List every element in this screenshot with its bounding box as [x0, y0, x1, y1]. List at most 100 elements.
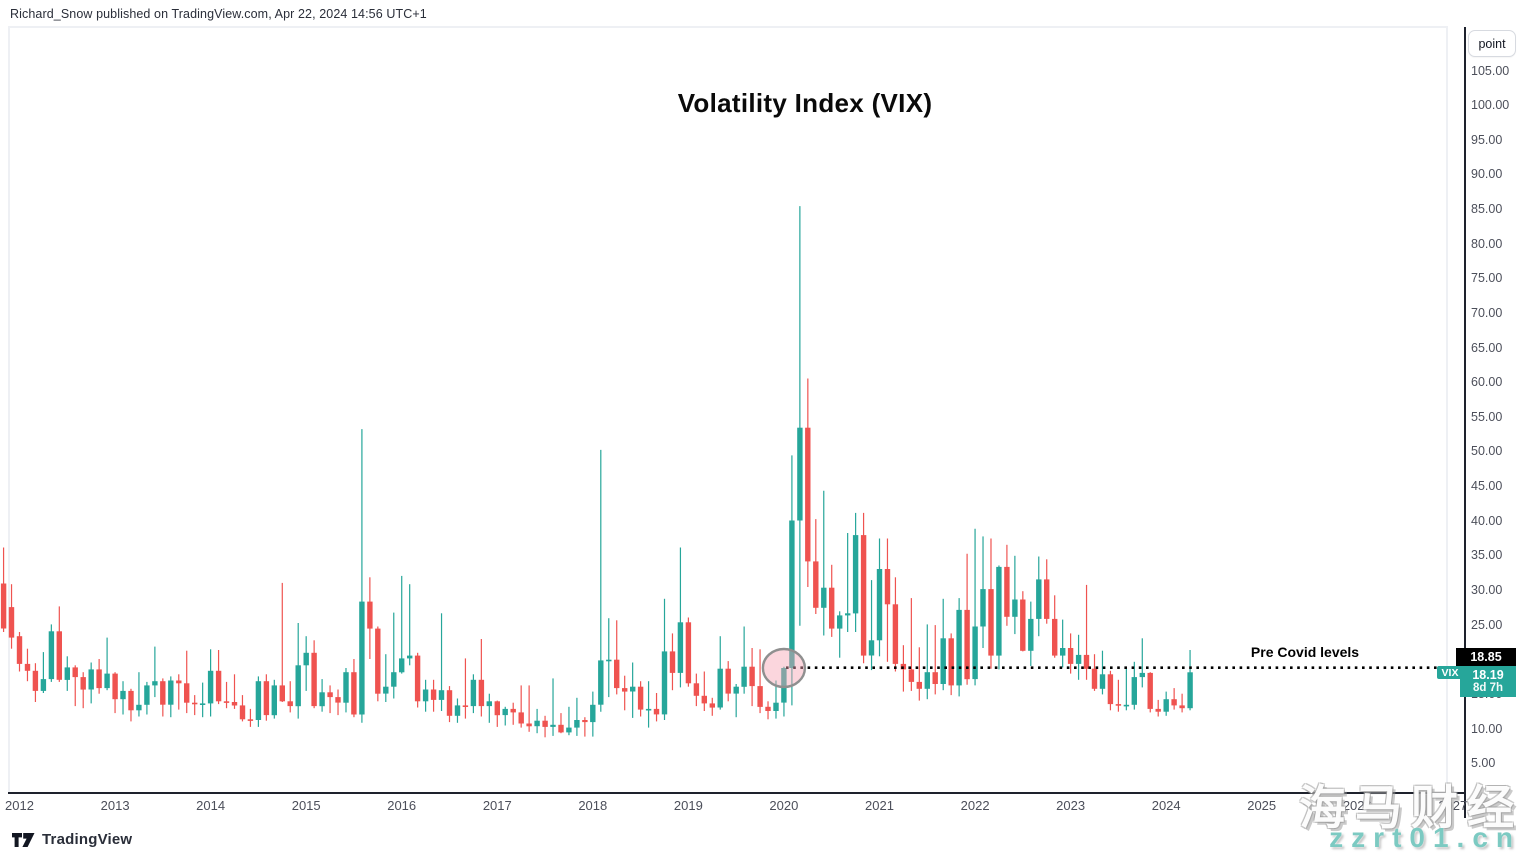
candlestick	[996, 565, 1002, 670]
candlestick	[526, 685, 532, 732]
candlestick	[558, 713, 564, 734]
price-tick-label: 95.00	[1471, 132, 1503, 147]
candlestick	[1083, 584, 1090, 680]
candlestick	[845, 533, 851, 632]
candlestick	[932, 625, 938, 695]
unit-point-button[interactable]: point	[1468, 30, 1516, 57]
candlestick	[645, 681, 652, 728]
candlestick	[335, 689, 341, 716]
candlestick	[1179, 693, 1185, 713]
candlestick	[821, 490, 827, 636]
candlestick	[247, 708, 254, 727]
candlestick	[1147, 672, 1153, 713]
price-tick-label: 85.00	[1471, 202, 1503, 216]
candlestick	[414, 652, 421, 708]
year-tick-label: 2021	[865, 798, 894, 813]
candlestick	[741, 626, 747, 694]
price-tick-label: 25.00	[1471, 617, 1503, 632]
candlestick	[502, 706, 508, 726]
candlestick	[48, 624, 55, 682]
candlestick	[1036, 556, 1042, 637]
candlestick	[733, 684, 739, 718]
symbol-badge: VIX	[1437, 666, 1463, 679]
candlestick	[263, 674, 270, 721]
candlestick	[876, 538, 883, 657]
candlestick	[860, 512, 867, 664]
candlestick	[104, 637, 110, 691]
candlestick	[534, 708, 540, 734]
candlestick	[271, 679, 277, 719]
candlestick	[478, 639, 485, 717]
candlestick	[956, 598, 962, 697]
candlestick	[805, 378, 811, 587]
candlestick	[430, 679, 437, 712]
candlestick	[223, 681, 230, 709]
price-tick-label: 35.00	[1471, 548, 1503, 563]
highlight-circle[interactable]	[761, 647, 807, 689]
price-tick-label: 80.00	[1471, 236, 1503, 251]
candlestick	[56, 606, 62, 682]
candlestick	[24, 648, 31, 682]
candlestick	[359, 429, 365, 723]
candlestick	[852, 512, 859, 632]
pre-covid-levels-label: Pre Covid levels	[1250, 644, 1360, 660]
candlestick	[1163, 691, 1169, 716]
candlestick	[112, 672, 118, 714]
candlestick	[303, 636, 309, 691]
price-tick-label: 100.00	[1471, 98, 1510, 113]
candlestick	[661, 598, 668, 720]
chart-title: Volatility Index (VIX)	[677, 88, 933, 118]
candlestick	[399, 575, 405, 674]
tradingview-footer[interactable]: TradingView	[12, 831, 132, 848]
candlestick	[120, 681, 126, 715]
candlestick	[964, 553, 970, 685]
candlestick	[454, 698, 461, 723]
chart-frame-left	[8, 26, 10, 793]
year-tick-label: 2016	[387, 798, 417, 813]
candlestick	[239, 695, 246, 722]
candlestick	[8, 584, 15, 649]
candlestick	[1075, 634, 1082, 680]
candlestick	[287, 681, 293, 713]
candlestick	[383, 654, 389, 702]
candlestick	[1060, 619, 1066, 668]
candlestick	[797, 206, 803, 626]
candlestick	[550, 678, 556, 736]
candlestick	[1155, 699, 1161, 717]
candlestick	[231, 674, 238, 709]
year-tick-label: 2024	[1151, 798, 1181, 813]
tradingview-logo-icon	[12, 832, 35, 848]
candlestick	[813, 519, 819, 614]
candlestick	[598, 449, 604, 712]
candlestick	[637, 681, 644, 717]
candlestick	[542, 715, 548, 738]
candlestick	[255, 676, 262, 727]
price-tick-label: 75.00	[1471, 271, 1503, 286]
candlestick	[948, 633, 954, 696]
candlestick	[128, 688, 134, 722]
price-tick-label: 5.00	[1471, 756, 1496, 771]
candlestick	[343, 668, 349, 713]
year-tick-label: 2025	[1247, 798, 1277, 813]
candlestick	[375, 626, 381, 702]
candlestick	[486, 693, 492, 723]
candlestick	[446, 686, 453, 723]
candlestick	[765, 701, 771, 720]
candlestick	[327, 685, 333, 714]
price-tick-label: 50.00	[1471, 444, 1503, 459]
watermark-chinese-text: 海马财经	[1299, 781, 1523, 836]
candlestick	[80, 672, 86, 709]
candlestick	[168, 676, 174, 718]
watermark-site-text: zzrt01.cn	[1329, 822, 1521, 853]
candlestick	[757, 649, 763, 714]
year-tick-label: 2017	[482, 798, 512, 813]
candlestick	[622, 675, 628, 711]
candlestick	[685, 617, 692, 687]
year-tick-label: 2015	[291, 798, 321, 813]
candlestick	[367, 577, 373, 659]
candlestick	[590, 691, 596, 737]
year-tick-label: 2012	[5, 798, 34, 813]
candlestick	[1131, 661, 1137, 710]
candlestick	[709, 697, 715, 716]
